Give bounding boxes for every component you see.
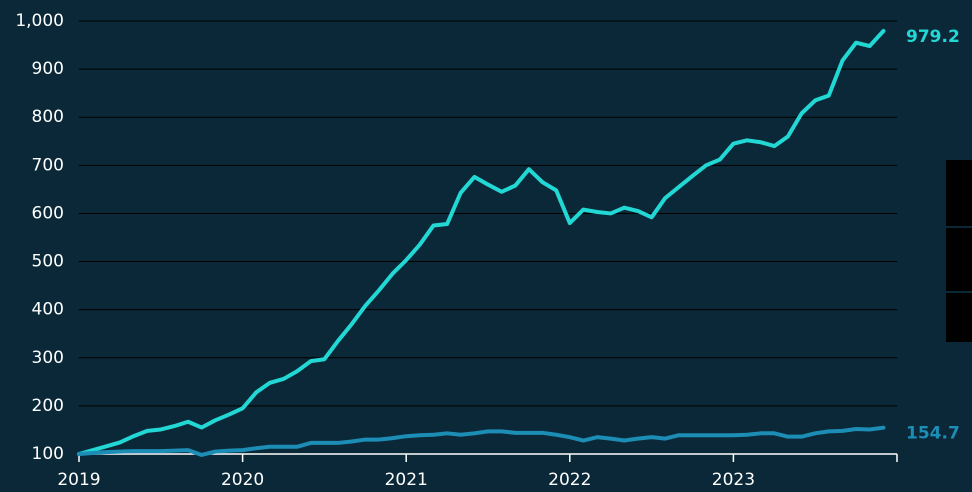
- end-value-label: 154.7: [906, 424, 960, 444]
- y-tick-label: 300: [32, 348, 64, 368]
- x-tick-label: 2021: [385, 470, 428, 490]
- y-tick-label: 500: [32, 252, 64, 272]
- y-tick-label: 1,000: [15, 11, 64, 31]
- y-tick-label: 600: [32, 203, 64, 223]
- x-tick-label: 2023: [712, 470, 755, 490]
- y-tick-label: 200: [32, 396, 64, 416]
- y-tick-label: 700: [32, 155, 64, 175]
- side-panel: [946, 160, 972, 342]
- x-tick-label: 2022: [548, 470, 591, 490]
- y-tick-label: 100: [32, 444, 64, 464]
- y-tick-label: 800: [32, 107, 64, 127]
- end-value-label: 979.2: [906, 27, 960, 47]
- x-tick-label: 2019: [57, 470, 100, 490]
- series-line: [77, 29, 886, 456]
- y-tick-label: 400: [32, 300, 64, 320]
- panel-box: [946, 160, 972, 342]
- series-line: [77, 425, 886, 457]
- y-tick-label: 900: [32, 59, 64, 79]
- x-tick-label: 2020: [221, 470, 264, 490]
